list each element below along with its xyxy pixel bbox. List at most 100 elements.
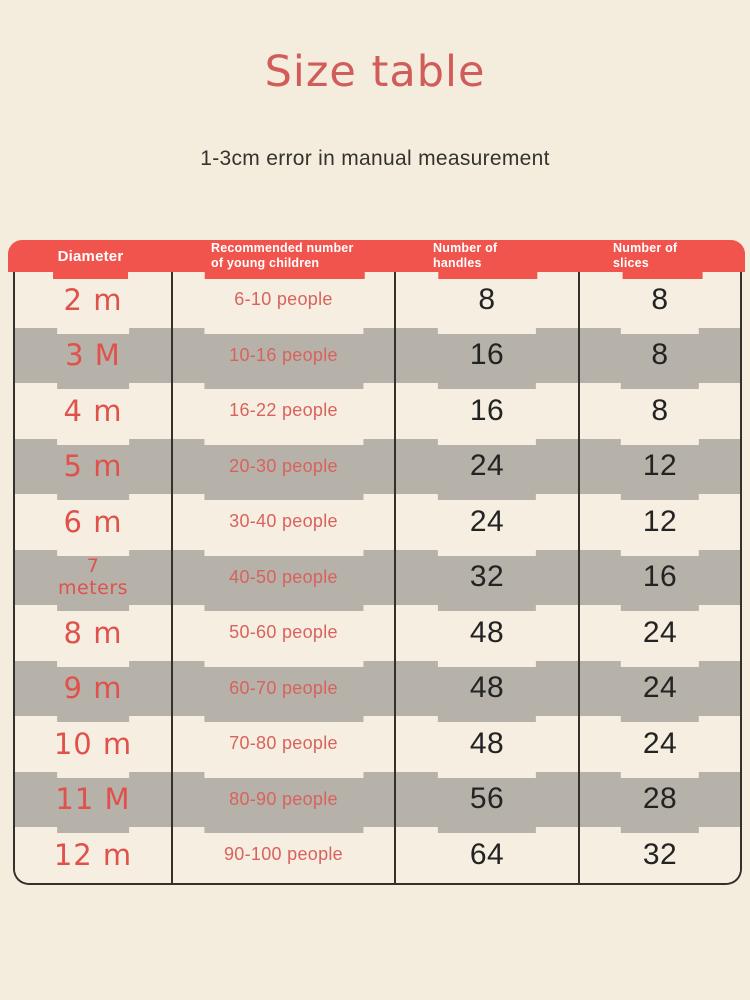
diameter-value: 5 m: [63, 449, 123, 484]
diameter-cell: 3 M: [15, 327, 173, 383]
handles-cell: 64: [396, 827, 580, 883]
header-diameter-label: Diameter: [57, 247, 124, 265]
people-value: 30-40 people: [229, 511, 338, 532]
people-cell: 10-16 people: [173, 327, 396, 383]
diameter-cell: 4 m: [15, 383, 173, 439]
table-header: Diameter Recommended number of young chi…: [8, 240, 745, 272]
handles-cell: 16: [396, 383, 580, 439]
diameter-value: 9 m: [63, 671, 123, 706]
table-body: 2 m 6-10 people 8 8 3 M 10-16 people 16 …: [13, 272, 742, 885]
people-cell: 80-90 people: [173, 771, 396, 827]
slices-cell: 24: [580, 605, 740, 661]
measurement-note: 1-3cm error in manual measurement: [200, 147, 550, 170]
people-value: 70-80 people: [229, 733, 338, 754]
handles-value: 16: [469, 338, 505, 372]
diameter-cell: 12 m: [15, 827, 173, 883]
people-cell: 30-40 people: [173, 494, 396, 550]
page-title: Size table: [264, 47, 486, 97]
handles-value: 48: [469, 615, 505, 649]
table-row: 7 meters 40-50 people 32 16: [15, 549, 740, 606]
table-row: 8 m 50-60 people 48 24: [15, 605, 740, 661]
slices-cell: 8: [580, 272, 740, 328]
handles-value: 24: [469, 449, 505, 483]
diameter-value: 6 m: [63, 504, 123, 539]
diameter-value: 10 m: [53, 726, 133, 761]
people-cell: 20-30 people: [173, 438, 396, 494]
table-row: 6 m 30-40 people 24 12: [15, 494, 740, 550]
people-cell: 90-100 people: [173, 827, 396, 883]
slices-value: 12: [642, 504, 678, 538]
people-value: 20-30 people: [229, 455, 338, 476]
people-value: 50-60 people: [229, 622, 338, 643]
size-table: Diameter Recommended number of young chi…: [8, 240, 745, 885]
handles-value: 16: [469, 393, 505, 427]
handles-cell: 56: [396, 771, 580, 827]
diameter-cell: 6 m: [15, 494, 173, 550]
table-row: 12 m 90-100 people 64 32: [15, 827, 740, 883]
slices-cell: 32: [580, 827, 740, 883]
diameter-value: 3 M: [65, 338, 121, 373]
slices-cell: 8: [580, 328, 740, 384]
slices-value: 8: [651, 338, 669, 372]
handles-cell: 8: [396, 272, 580, 328]
handles-value: 8: [478, 282, 496, 316]
header-number-of-handles-label: Number of handles: [433, 241, 498, 270]
header-diameter: Diameter: [8, 240, 173, 272]
slices-value: 24: [642, 726, 678, 760]
slices-cell: 24: [580, 716, 740, 772]
slices-value: 24: [642, 671, 678, 705]
handles-value: 32: [469, 560, 505, 594]
slices-cell: 24: [580, 661, 740, 717]
slices-value: 24: [642, 615, 678, 649]
people-cell: 40-50 people: [173, 549, 396, 605]
header-number-of-slices: Number of slices: [580, 240, 745, 272]
table-row: 2 m 6-10 people 8 8: [15, 272, 740, 328]
header-number-of-handles: Number of handles: [396, 240, 580, 272]
table-row: 11 M 80-90 people 56 28: [15, 771, 740, 828]
slices-cell: 16: [580, 550, 740, 606]
slices-value: 12: [642, 449, 678, 483]
slices-value: 8: [651, 393, 669, 427]
table-row: 9 m 60-70 people 48 24: [15, 660, 740, 717]
diameter-value: 7 meters: [58, 555, 129, 600]
people-value: 90-100 people: [223, 844, 343, 865]
diameter-cell: 11 M: [15, 771, 173, 827]
handles-cell: 24: [396, 438, 580, 494]
slices-cell: 28: [580, 772, 740, 828]
header-recommended-children-label: Recommended number of young children: [211, 241, 354, 270]
people-value: 6-10 people: [234, 289, 333, 310]
handles-cell: 48: [396, 660, 580, 716]
diameter-cell: 5 m: [15, 438, 173, 494]
people-cell: 70-80 people: [173, 716, 396, 772]
people-value: 60-70 people: [229, 677, 338, 698]
people-cell: 6-10 people: [173, 272, 396, 328]
handles-cell: 24: [396, 494, 580, 550]
table-row: 4 m 16-22 people 16 8: [15, 383, 740, 439]
handles-value: 56: [469, 782, 505, 816]
diameter-cell: 2 m: [15, 272, 173, 328]
handles-cell: 16: [396, 327, 580, 383]
diameter-value: 2 m: [63, 282, 123, 317]
people-cell: 50-60 people: [173, 605, 396, 661]
handles-cell: 32: [396, 549, 580, 605]
handles-value: 24: [469, 504, 505, 538]
diameter-cell: 7 meters: [15, 549, 173, 605]
diameter-cell: 9 m: [15, 660, 173, 716]
handles-value: 48: [469, 671, 505, 705]
handles-cell: 48: [396, 716, 580, 772]
slices-value: 28: [642, 782, 678, 816]
table-row: 3 M 10-16 people 16 8: [15, 327, 740, 384]
table-row: 5 m 20-30 people 24 12: [15, 438, 740, 495]
handles-cell: 48: [396, 605, 580, 661]
diameter-value: 11 M: [55, 782, 131, 817]
people-value: 16-22 people: [229, 400, 338, 421]
header-recommended-children: Recommended number of young children: [173, 240, 396, 272]
diameter-value: 12 m: [53, 837, 133, 872]
slices-value: 16: [642, 560, 678, 594]
people-value: 10-16 people: [229, 344, 338, 365]
slices-cell: 12: [580, 494, 740, 550]
slices-value: 8: [651, 282, 669, 316]
slices-cell: 12: [580, 439, 740, 495]
people-value: 40-50 people: [229, 566, 338, 587]
